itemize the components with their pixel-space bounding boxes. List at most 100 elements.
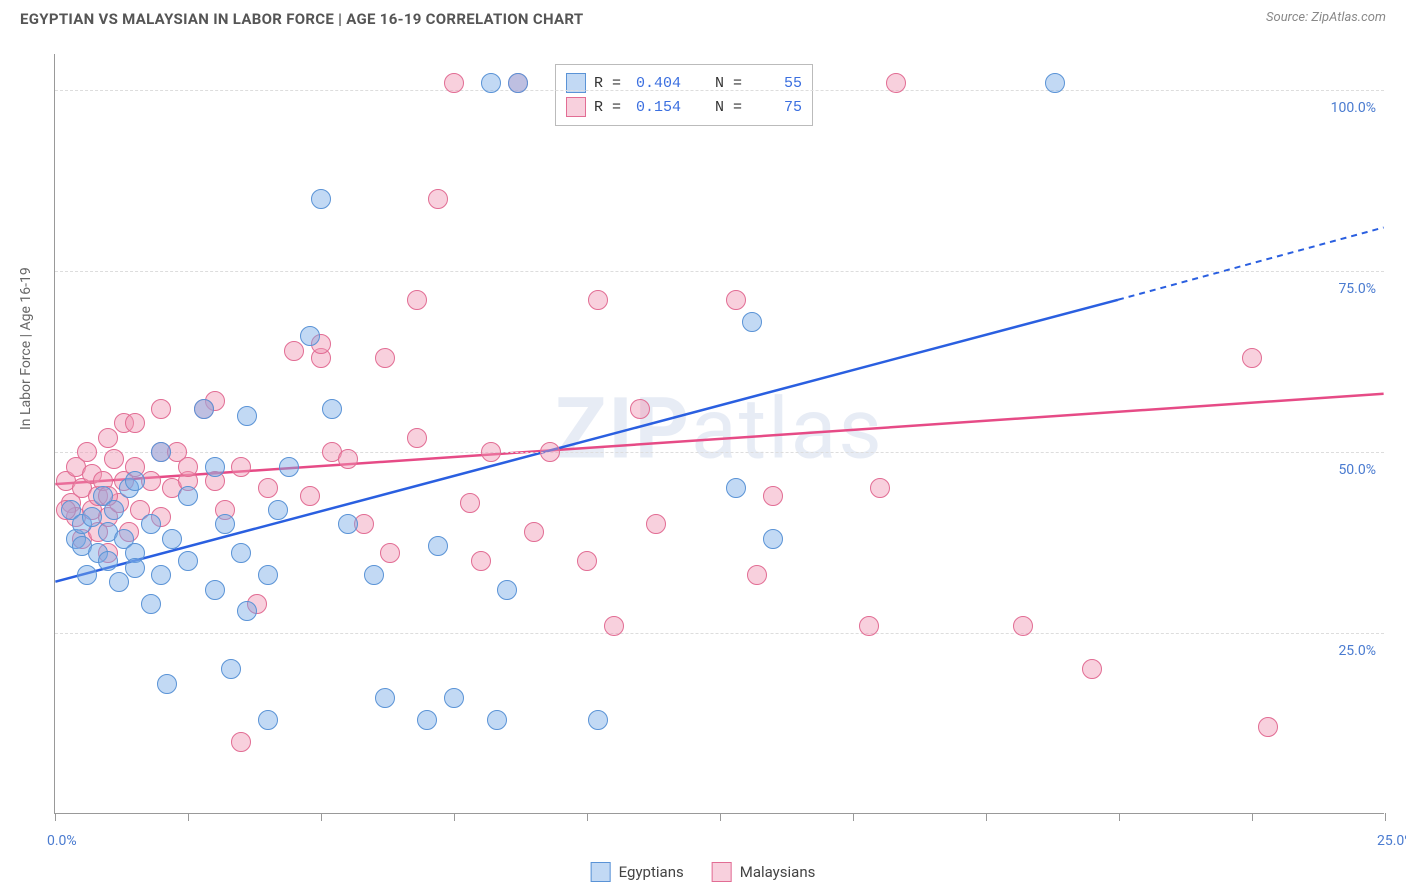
x-tick	[720, 813, 721, 821]
scatter-plot-area: ZIPatlas R =0.404 N =55R =0.154 N =75 25…	[54, 54, 1384, 814]
egyptians-point	[444, 688, 464, 708]
malaysians-label: Malaysians	[740, 863, 816, 881]
egyptians-point	[417, 710, 437, 730]
y-tick-label: 25.0%	[1338, 643, 1376, 659]
egyptians-point	[279, 457, 299, 477]
egyptians-point	[300, 326, 320, 346]
egyptians-point	[157, 674, 177, 694]
malaysians-point	[77, 442, 97, 462]
egyptians-point	[125, 558, 145, 578]
malaysians-swatch	[712, 862, 732, 882]
egyptians-point	[141, 594, 161, 614]
legend-item-egyptians: Egyptians	[591, 862, 684, 882]
malaysians-point	[1082, 659, 1102, 679]
egyptians-point	[82, 507, 102, 527]
malaysians-point	[763, 486, 783, 506]
egyptians-point	[215, 514, 235, 534]
egyptians-point	[375, 688, 395, 708]
egyptians-point	[178, 551, 198, 571]
egyptians-point	[311, 189, 331, 209]
watermark-zip: ZIP	[555, 379, 691, 478]
egyptians-point	[221, 659, 241, 679]
egyptians-point	[98, 551, 118, 571]
egyptians-point	[205, 580, 225, 600]
egyptians-point	[508, 73, 528, 93]
malaysians-point	[604, 616, 624, 636]
egyptians-point	[141, 514, 161, 534]
malaysians-point	[471, 551, 491, 571]
chart-title: EGYPTIAN VS MALAYSIAN IN LABOR FORCE | A…	[20, 10, 583, 28]
egyptians-point	[742, 312, 762, 332]
egyptians-label: Egyptians	[619, 863, 684, 881]
egyptians-point	[338, 514, 358, 534]
x-tick	[853, 813, 854, 821]
malaysians-point	[98, 428, 118, 448]
egyptians-point	[151, 565, 171, 585]
malaysians-point	[1258, 717, 1278, 737]
malaysians-point	[460, 493, 480, 513]
x-tick	[188, 813, 189, 821]
egyptians-point	[194, 399, 214, 419]
egyptians-swatch	[591, 862, 611, 882]
egyptians-point	[109, 572, 129, 592]
malaysians-point	[646, 514, 666, 534]
egyptians-point	[151, 442, 171, 462]
y-tick-label: 100.0%	[1331, 100, 1376, 116]
malaysians-point	[481, 442, 501, 462]
malaysians-point	[1013, 616, 1033, 636]
malaysians-point	[407, 428, 427, 448]
egyptians-point	[364, 565, 384, 585]
series-legend: Egyptians Malaysians	[591, 862, 816, 882]
malaysians-swatch	[566, 97, 586, 117]
stats-row-egyptians: R =0.404 N =55	[566, 71, 802, 95]
malaysians-point	[380, 543, 400, 563]
malaysians-point	[540, 442, 560, 462]
egyptians-point	[428, 536, 448, 556]
egyptians-point	[1045, 73, 1065, 93]
egyptians-point	[763, 529, 783, 549]
x-tick	[587, 813, 588, 821]
x-tick-label: 25.0%	[1377, 833, 1406, 849]
stats-row-malaysians: R =0.154 N =75	[566, 95, 802, 119]
malaysians-point	[577, 551, 597, 571]
egyptians-point	[178, 486, 198, 506]
malaysians-point	[284, 341, 304, 361]
malaysians-point	[859, 616, 879, 636]
x-tick	[55, 813, 56, 821]
egyptians-point	[104, 500, 124, 520]
x-tick	[1119, 813, 1120, 821]
malaysians-point	[258, 478, 278, 498]
egyptians-point	[162, 529, 182, 549]
malaysians-point	[231, 732, 251, 752]
egyptians-point	[588, 710, 608, 730]
egyptians-point	[497, 580, 517, 600]
gridline-h	[55, 271, 1384, 272]
x-tick	[321, 813, 322, 821]
legend-item-malaysians: Malaysians	[712, 862, 816, 882]
malaysians-point	[375, 348, 395, 368]
malaysians-point	[104, 449, 124, 469]
malaysians-point	[178, 457, 198, 477]
egyptians-point	[205, 457, 225, 477]
malaysians-point	[407, 290, 427, 310]
egyptians-point	[258, 710, 278, 730]
x-tick	[1252, 813, 1253, 821]
gridline-h	[55, 633, 1384, 634]
y-axis-label: In Labor Force | Age 16-19	[18, 267, 34, 430]
malaysians-point	[231, 457, 251, 477]
gridline-h	[55, 452, 1384, 453]
y-tick-label: 50.0%	[1338, 462, 1376, 478]
malaysians-point	[886, 73, 906, 93]
egyptians-point	[268, 500, 288, 520]
egyptians-point	[231, 543, 251, 563]
malaysians-point	[630, 399, 650, 419]
y-tick-label: 75.0%	[1338, 281, 1376, 297]
stats-legend: R =0.404 N =55R =0.154 N =75	[555, 64, 813, 126]
x-tick-label: 0.0%	[47, 833, 77, 849]
watermark: ZIPatlas	[555, 379, 883, 478]
source-attribution: Source: ZipAtlas.com	[1266, 10, 1386, 25]
egyptians-point	[258, 565, 278, 585]
malaysians-point	[300, 486, 320, 506]
gridline-h	[55, 90, 1384, 91]
egyptians-point	[237, 406, 257, 426]
